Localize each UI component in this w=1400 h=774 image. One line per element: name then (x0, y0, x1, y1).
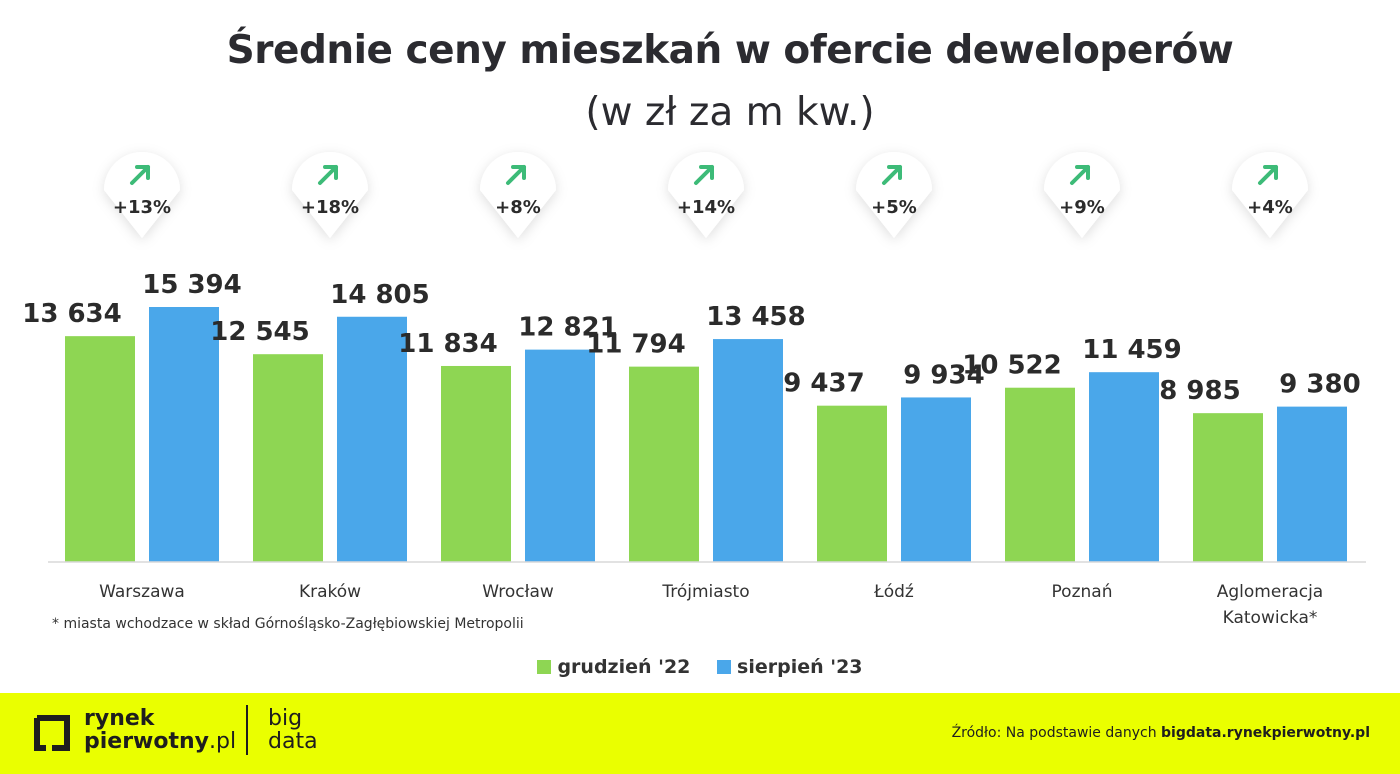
badge-shape-5 (1044, 152, 1120, 238)
value-label-grudzien-3: 11 794 (586, 330, 686, 360)
category-label-3: Trójmiasto (661, 582, 749, 602)
category-label-6-line0: Aglomeracja (1217, 582, 1323, 602)
bar-sierpien-1 (337, 316, 407, 562)
chart-title: Średnie ceny mieszkań w ofercie dewelope… (226, 28, 1234, 73)
up-right-arrow-icon (1258, 165, 1278, 185)
change-badge-5 (1044, 152, 1120, 238)
bar-grudzien-6 (1193, 413, 1263, 562)
value-label-sierpien-3: 13 458 (706, 302, 806, 332)
bar-grudzien-0 (65, 336, 135, 562)
logo-line1: rynek (84, 706, 155, 731)
up-right-arrow-icon (694, 165, 714, 185)
source-link[interactable]: bigdata.rynekpierwotny.pl (1161, 725, 1370, 741)
value-label-sierpien-2: 12 821 (518, 313, 618, 343)
bar-sierpien-6 (1277, 406, 1347, 562)
source-note: Źródło: Na podstawie danych bigdata.ryne… (952, 725, 1370, 741)
bar-sierpien-2 (525, 349, 595, 562)
change-label-1: +18% (301, 197, 359, 218)
up-right-arrow-icon (1070, 165, 1090, 185)
change-badge-1 (292, 152, 368, 238)
footnote: * miasta wchodzace w skład Górnośląsko-Z… (52, 616, 524, 632)
up-right-arrow-icon (130, 165, 150, 185)
change-badge-2 (480, 152, 556, 238)
bar-grudzien-1 (253, 354, 323, 562)
change-badge-4 (856, 152, 932, 238)
value-label-grudzien-0: 13 634 (22, 299, 122, 329)
legend-swatch-sierpien (717, 660, 732, 674)
value-label-sierpien-5: 11 459 (1082, 335, 1182, 365)
value-label-grudzien-6: 8 985 (1159, 376, 1240, 406)
badge-shape-3 (668, 152, 744, 238)
category-label-5: Poznań (1052, 582, 1113, 602)
legend-swatch-grudzien (537, 660, 552, 674)
bar-grudzien-4 (817, 405, 887, 562)
legend-label-sierpien: sierpień '23 (737, 656, 863, 678)
badge-shape-4 (856, 152, 932, 238)
change-label-6: +4% (1247, 197, 1293, 218)
value-label-grudzien-5: 10 522 (962, 351, 1062, 381)
change-label-2: +8% (495, 197, 541, 218)
logo-divider (246, 705, 248, 755)
value-label-grudzien-2: 11 834 (398, 329, 498, 359)
legend: grudzień '22 sierpień '23 (0, 656, 1400, 679)
legend-item-grudzien: grudzień '22 (537, 656, 690, 678)
up-right-arrow-icon (506, 165, 526, 185)
logo-line2: pierwotny.pl (84, 730, 236, 753)
bar-sierpien-3 (713, 339, 783, 562)
change-label-5: +9% (1059, 197, 1105, 218)
change-badge-3 (668, 152, 744, 238)
badge-shape-0 (104, 152, 180, 238)
change-badge-0 (104, 152, 180, 238)
change-label-3: +14% (677, 197, 735, 218)
bar-sierpien-5 (1089, 372, 1159, 562)
logo-line2-bold: pierwotny (84, 729, 210, 754)
bar-grudzien-5 (1005, 387, 1075, 562)
chart-subtitle: (w zł za m kw.) (585, 90, 875, 135)
value-label-grudzien-1: 12 545 (210, 317, 310, 347)
category-label-1: Kraków (299, 582, 361, 602)
value-label-grudzien-4: 9 437 (783, 369, 864, 399)
legend-item-sierpien: sierpień '23 (717, 656, 863, 678)
bar-sierpien-0 (149, 307, 219, 562)
bigdata-line2: data (268, 729, 318, 754)
up-right-arrow-icon (318, 165, 338, 185)
bigdata-line1: big (268, 706, 303, 731)
value-label-sierpien-0: 15 394 (142, 270, 242, 300)
change-badge-6 (1232, 152, 1308, 238)
category-label-6-line1: Katowicka* (1223, 608, 1318, 628)
category-label-4: Łódź (873, 582, 914, 602)
value-label-sierpien-4: 9 934 (903, 360, 984, 390)
category-label-0: Warszawa (99, 582, 185, 602)
badge-shape-1 (292, 152, 368, 238)
source-prefix: Źródło: Na podstawie danych (951, 725, 1162, 741)
logo-text: rynek pierwotny.pl (84, 707, 236, 753)
value-label-sierpien-1: 14 805 (330, 280, 430, 310)
bar-sierpien-4 (901, 397, 971, 562)
category-label-2: Wrocław (482, 582, 554, 602)
bigdata-logo: big data (268, 707, 318, 753)
bar-grudzien-2 (441, 365, 511, 562)
badge-shape-6 (1232, 152, 1308, 238)
rynekpierwotny-logo-icon (34, 715, 70, 751)
logo-line2-light: .pl (209, 729, 237, 754)
bar-grudzien-3 (629, 366, 699, 562)
change-label-4: +5% (871, 197, 917, 218)
change-label-0: +13% (113, 197, 171, 218)
footer-bar: rynek pierwotny.pl big data Źródło: Na p… (0, 693, 1400, 774)
badge-shape-2 (480, 152, 556, 238)
up-right-arrow-icon (882, 165, 902, 185)
value-label-sierpien-6: 9 380 (1279, 370, 1360, 400)
bar-chart: +13% +18% +8% +14% +5% +9% +4% 13 634 15 394 12 … (22, 152, 1366, 628)
legend-label-grudzien: grudzień '22 (557, 656, 691, 678)
